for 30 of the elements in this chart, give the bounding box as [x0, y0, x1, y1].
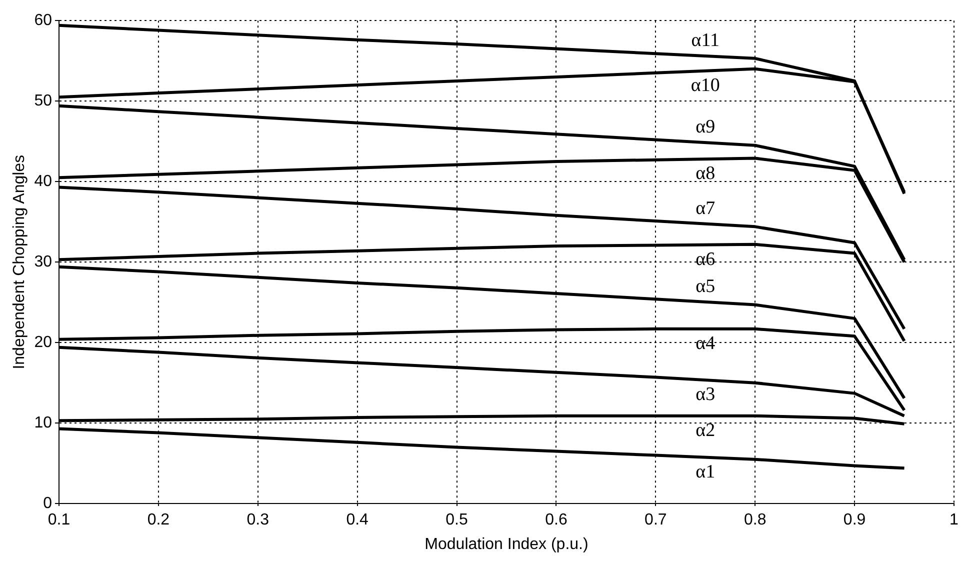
series-label: α5 — [696, 276, 716, 297]
y-axis-title: Independent Chopping Angles — [11, 154, 28, 370]
y-tick-label: 50 — [34, 92, 52, 110]
y-tick-label: 20 — [34, 334, 52, 352]
x-tick-label: 0.4 — [346, 512, 369, 529]
y-tick-label: 0 — [43, 495, 52, 512]
x-tick-label: 0.2 — [147, 512, 170, 529]
x-tick-label: 0.1 — [48, 512, 70, 529]
series-label: α11 — [691, 30, 720, 52]
x-axis-title: Modulation Index (p.u.) — [424, 536, 588, 553]
series-label: α6 — [696, 248, 716, 270]
series-label: α9 — [696, 116, 716, 138]
y-tick-label: 30 — [34, 254, 52, 271]
series-label: α7 — [696, 198, 716, 219]
series-label: α1 — [696, 461, 716, 482]
x-tick-label: 0.7 — [644, 512, 667, 529]
series-label: α4 — [696, 332, 716, 354]
y-tick-label: 40 — [34, 173, 52, 190]
series-label: α3 — [696, 384, 716, 406]
series-label: α10 — [690, 74, 720, 96]
x-tick-label: 0.3 — [246, 512, 270, 529]
x-tick-label: 1 — [950, 512, 959, 529]
x-tick-label: 0.8 — [744, 512, 766, 529]
y-tick-label: 60 — [34, 12, 52, 30]
series-label: α8 — [696, 163, 716, 184]
x-tick-label: 0.9 — [843, 512, 866, 529]
y-tick-label: 10 — [34, 414, 52, 432]
x-tick-label: 0.5 — [446, 512, 468, 529]
series-label: α2 — [696, 420, 716, 441]
x-tick-label: 0.6 — [545, 512, 568, 529]
